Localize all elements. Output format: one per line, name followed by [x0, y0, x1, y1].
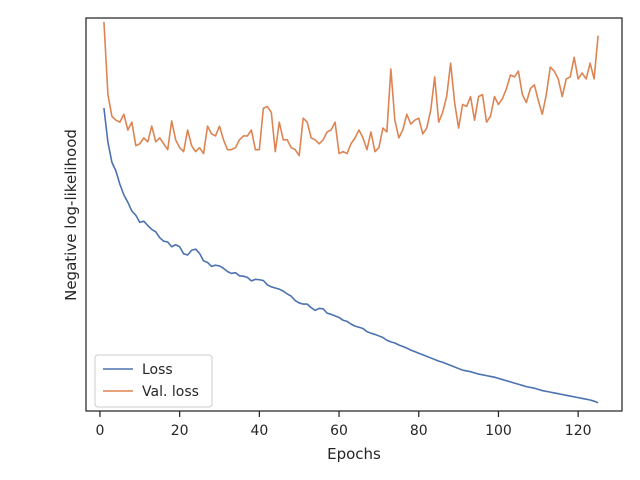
series-line-loss — [103, 107, 599, 404]
series-line-val-loss — [103, 21, 599, 157]
x-tick-label: 40 — [250, 423, 268, 439]
legend-box — [94, 354, 213, 408]
x-tick-label: 100 — [485, 423, 512, 439]
x-axis-label: Epochs — [327, 445, 381, 463]
x-tick-label: 20 — [171, 423, 189, 439]
plot-frame — [85, 17, 623, 412]
x-axis-ticks: 0 20 40 60 80 100 120 — [95, 411, 592, 439]
legend: Loss Val. loss — [94, 354, 213, 408]
y-axis-label: Negative log-likelihood — [62, 129, 80, 301]
series-layer — [103, 21, 599, 404]
x-tick-label: 60 — [330, 423, 348, 439]
x-tick-label: 120 — [565, 423, 592, 439]
x-tick-label: 0 — [95, 423, 104, 439]
plot-area — [86, 18, 622, 411]
x-tick-label: 80 — [410, 423, 428, 439]
legend-label-val-loss: Val. loss — [142, 384, 199, 400]
legend-label-loss: Loss — [142, 362, 173, 378]
